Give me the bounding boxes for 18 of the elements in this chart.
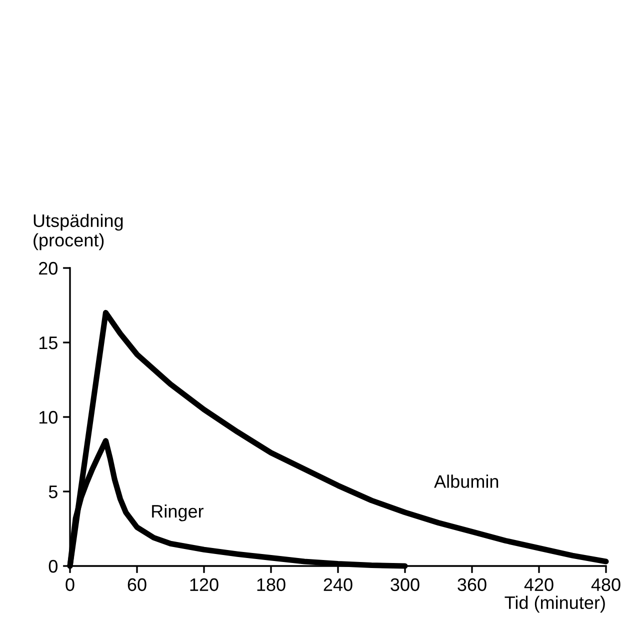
x-tick-label: 420 bbox=[524, 578, 554, 592]
x-tick-label: 360 bbox=[458, 578, 486, 592]
y-tick-label: 5 bbox=[48, 486, 58, 498]
x-tick-label: 0 bbox=[66, 578, 74, 592]
y-tick-label: 0 bbox=[48, 560, 58, 573]
x-tick-label: 120 bbox=[190, 578, 218, 592]
x-tick-label: 480 bbox=[591, 578, 620, 592]
y-tick-label: 10 bbox=[39, 410, 58, 424]
x-tick-label: 180 bbox=[257, 578, 286, 592]
series-label: Albumin bbox=[434, 474, 498, 488]
y-tick-label: 15 bbox=[39, 336, 58, 350]
x-tick-label: 240 bbox=[324, 578, 352, 592]
x-axis-title: Tid (minuter) bbox=[504, 596, 605, 613]
series-label: Ringer bbox=[152, 504, 204, 522]
y-axis-title: Utspädning (procent) bbox=[34, 214, 123, 250]
x-tick-label: 60 bbox=[128, 578, 146, 592]
x-tick-label: 300 bbox=[390, 578, 420, 592]
y-tick-label: 20 bbox=[39, 262, 58, 275]
